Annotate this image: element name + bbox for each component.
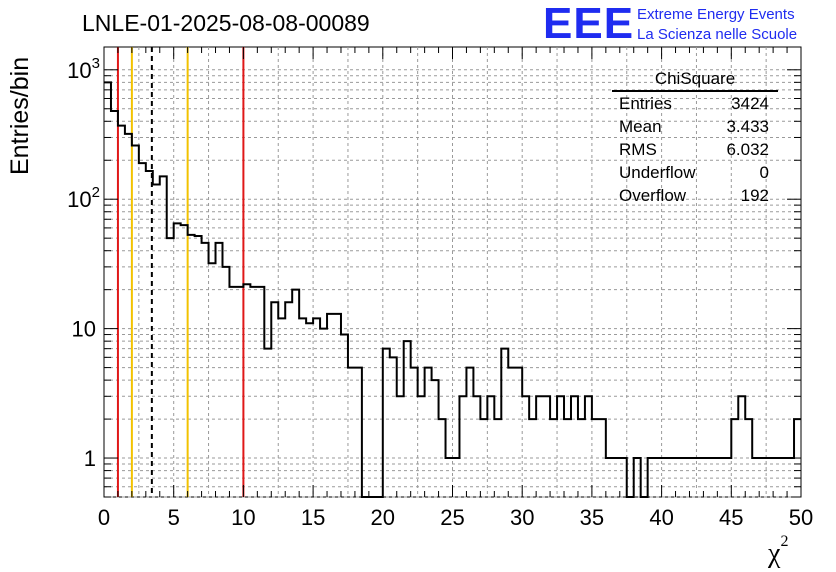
stat-label: Underflow — [619, 163, 696, 182]
y-tick-label: 103 — [67, 55, 100, 83]
x-tick-label: 40 — [649, 505, 673, 530]
stat-label: Overflow — [619, 186, 687, 205]
stat-label: Mean — [619, 117, 662, 136]
y-tick-label: 102 — [67, 184, 100, 212]
stat-value: 6.032 — [726, 140, 769, 159]
chart-title: LNLE-01-2025-08-08-00089 — [82, 10, 370, 36]
x-tick-label: 0 — [98, 505, 110, 530]
x-tick-label: 20 — [371, 505, 395, 530]
x-tick-label: 35 — [580, 505, 604, 530]
stat-label: Entries — [619, 94, 672, 113]
y-tick-label: 10 — [72, 317, 96, 342]
stat-value: 3424 — [731, 94, 769, 113]
axes: 0 5 10 15 20 25 30 35 40 45 50 1 10 102 103 — [67, 47, 813, 530]
x-tick-label: 30 — [510, 505, 534, 530]
stat-value: 192 — [740, 186, 769, 205]
stat-label: RMS — [619, 140, 657, 159]
y-tick-label: 1 — [84, 446, 96, 471]
x-tick-label: 45 — [719, 505, 743, 530]
reference-lines — [116, 47, 245, 497]
logo-line-2: La Scienza nelle Scuole — [637, 26, 798, 43]
stats-title: ChiSquare — [654, 69, 736, 88]
histogram-line — [104, 81, 801, 498]
eee-logo: EEE — [543, 0, 635, 48]
stat-value: 0 — [759, 163, 769, 182]
stat-value: 3.433 — [726, 117, 769, 136]
x-axis-label: χ2 — [768, 532, 789, 569]
logo-line-1: Extreme Energy Events — [637, 6, 795, 23]
grid — [104, 47, 801, 498]
stats-rule — [612, 90, 778, 92]
x-tick-label: 5 — [168, 505, 180, 530]
x-tick-label: 25 — [440, 505, 464, 530]
y-axis-label: Entries/bin — [6, 56, 34, 175]
x-tick-label: 10 — [231, 505, 255, 530]
x-tick-label: 50 — [789, 505, 813, 530]
x-tick-label: 15 — [301, 505, 325, 530]
